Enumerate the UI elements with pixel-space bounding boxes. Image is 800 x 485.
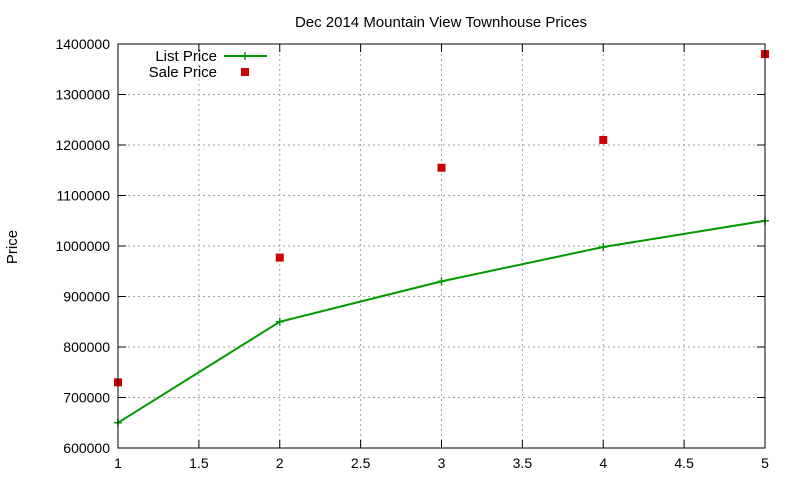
x-tick-label: 3	[438, 455, 446, 471]
data-point	[275, 317, 284, 326]
y-tick-label: 1400000	[55, 36, 110, 52]
series-list-price	[114, 216, 769, 427]
y-tick-label: 1200000	[55, 137, 110, 153]
y-tick-label: 600000	[63, 440, 110, 456]
axis-ticks: 6000007000008000009000001000000110000012…	[55, 36, 769, 471]
grid-lines	[118, 44, 765, 448]
x-tick-label: 4.5	[674, 455, 694, 471]
y-tick-label: 800000	[63, 339, 110, 355]
x-tick-label: 1	[114, 455, 122, 471]
plot-frame	[117, 43, 766, 449]
x-tick-label: 2.5	[351, 455, 371, 471]
data-point	[437, 277, 446, 286]
x-tick-label: 4	[599, 455, 607, 471]
y-tick-label: 900000	[63, 289, 110, 305]
y-tick-label: 1000000	[55, 238, 110, 254]
data-point	[437, 163, 446, 172]
legend-marker	[241, 68, 249, 76]
series-line	[117, 219, 766, 424]
legend-label: Sale Price	[149, 64, 217, 81]
x-tick-label: 1.5	[189, 455, 209, 471]
data-point	[599, 135, 608, 144]
x-tick-label: 2	[276, 455, 284, 471]
data-point	[599, 243, 608, 252]
legend-marker	[241, 52, 249, 60]
legend-label: List Price	[155, 48, 217, 65]
x-tick-label: 3.5	[513, 455, 533, 471]
y-axis-label: Price	[4, 230, 21, 264]
data-point	[275, 253, 284, 262]
y-tick-label: 700000	[63, 390, 110, 406]
chart-title: Dec 2014 Mountain View Townhouse Prices	[295, 14, 587, 31]
y-tick-label: 1300000	[55, 87, 110, 103]
y-tick-label: 1100000	[57, 188, 111, 204]
x-tick-label: 5	[761, 455, 769, 471]
